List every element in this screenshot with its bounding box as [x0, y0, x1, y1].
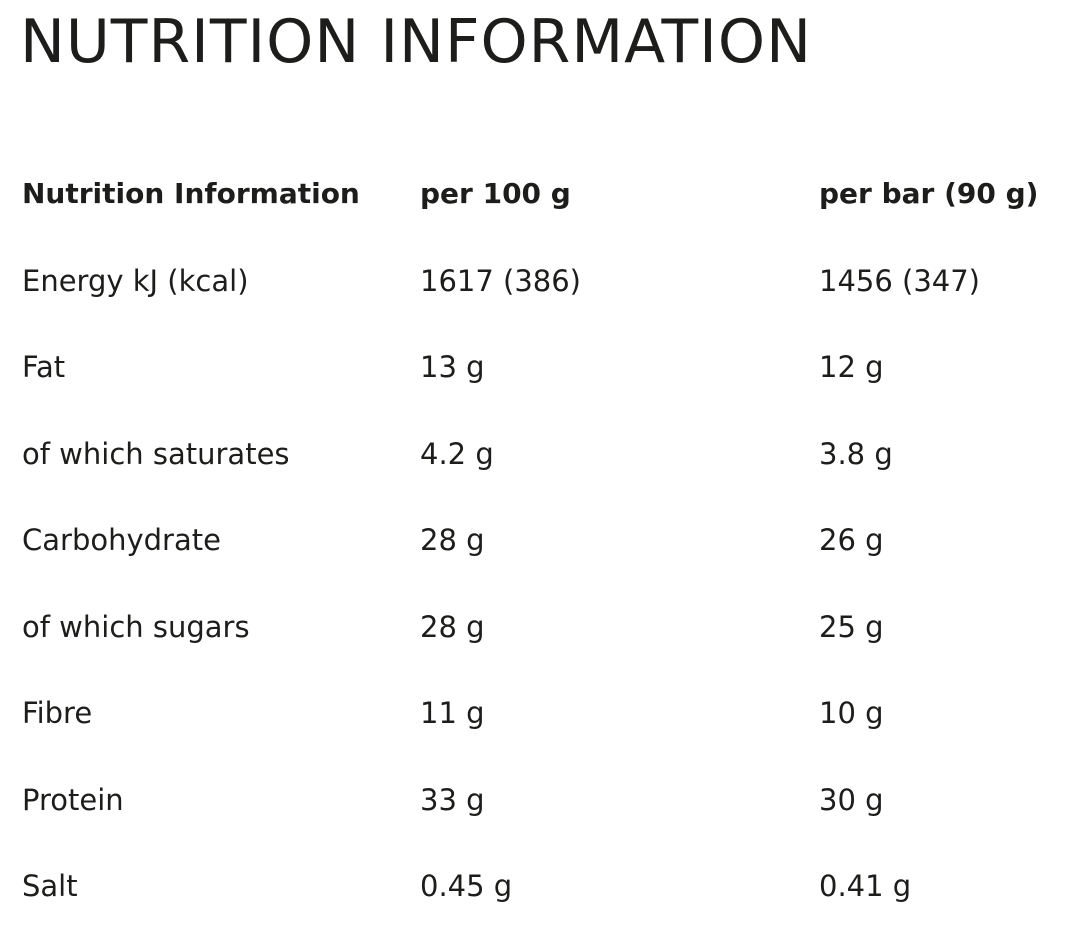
nutrient-name: Protein — [22, 782, 124, 817]
nutrient-name: Fat — [22, 350, 66, 384]
value-per-bar: 25 g — [819, 609, 884, 644]
table-row: Salt 0.45 g 0.41 g — [22, 864, 1072, 951]
value-per-100g: 33 g — [420, 782, 485, 817]
value-per-bar: 10 g — [819, 696, 884, 730]
value-per-100g: 28 g — [420, 609, 485, 644]
header-per-bar: per bar (90 g) — [819, 177, 1039, 210]
value-per-100g: 0.45 g — [420, 869, 513, 903]
table-row: Carbohydrate 28 g 26 g — [22, 518, 1072, 605]
page-title: NUTRITION INFORMATION — [20, 7, 812, 77]
nutrient-name: Energy kJ (kcal) — [22, 263, 249, 298]
value-per-100g: 1617 (386) — [420, 263, 582, 298]
table-row: Fibre 11 g 10 g — [22, 691, 1072, 778]
nutrient-name: Salt — [22, 869, 78, 903]
value-per-bar: 30 g — [819, 782, 884, 817]
nutrient-name: of which saturates — [22, 436, 290, 471]
table-row: Fat 13 g 12 g — [22, 345, 1072, 432]
table-row: Energy kJ (kcal) 1617 (386) 1456 (347) — [22, 259, 1072, 346]
value-per-100g: 11 g — [420, 696, 485, 730]
value-per-bar: 0.41 g — [819, 869, 912, 903]
table-row: of which sugars 28 g 25 g — [22, 605, 1072, 692]
nutrient-name: Carbohydrate — [22, 523, 221, 557]
header-nutrient: Nutrition Information — [22, 177, 360, 210]
value-per-bar: 12 g — [819, 350, 884, 384]
value-per-100g: 4.2 g — [420, 436, 494, 471]
table-row: Protein 33 g 30 g — [22, 778, 1072, 865]
value-per-100g: 13 g — [420, 350, 485, 384]
nutrient-name: Fibre — [22, 696, 93, 730]
value-per-bar: 26 g — [819, 523, 884, 557]
value-per-bar: 3.8 g — [819, 436, 893, 471]
value-per-100g: 28 g — [420, 523, 485, 557]
value-per-bar: 1456 (347) — [819, 263, 981, 298]
header-per-100g: per 100 g — [420, 177, 571, 210]
table-row: of which saturates 4.2 g 3.8 g — [22, 432, 1072, 519]
nutrition-table: Nutrition Information per 100 g per bar … — [22, 172, 1072, 951]
table-header-row: Nutrition Information per 100 g per bar … — [22, 172, 1072, 259]
nutrient-name: of which sugars — [22, 609, 250, 644]
